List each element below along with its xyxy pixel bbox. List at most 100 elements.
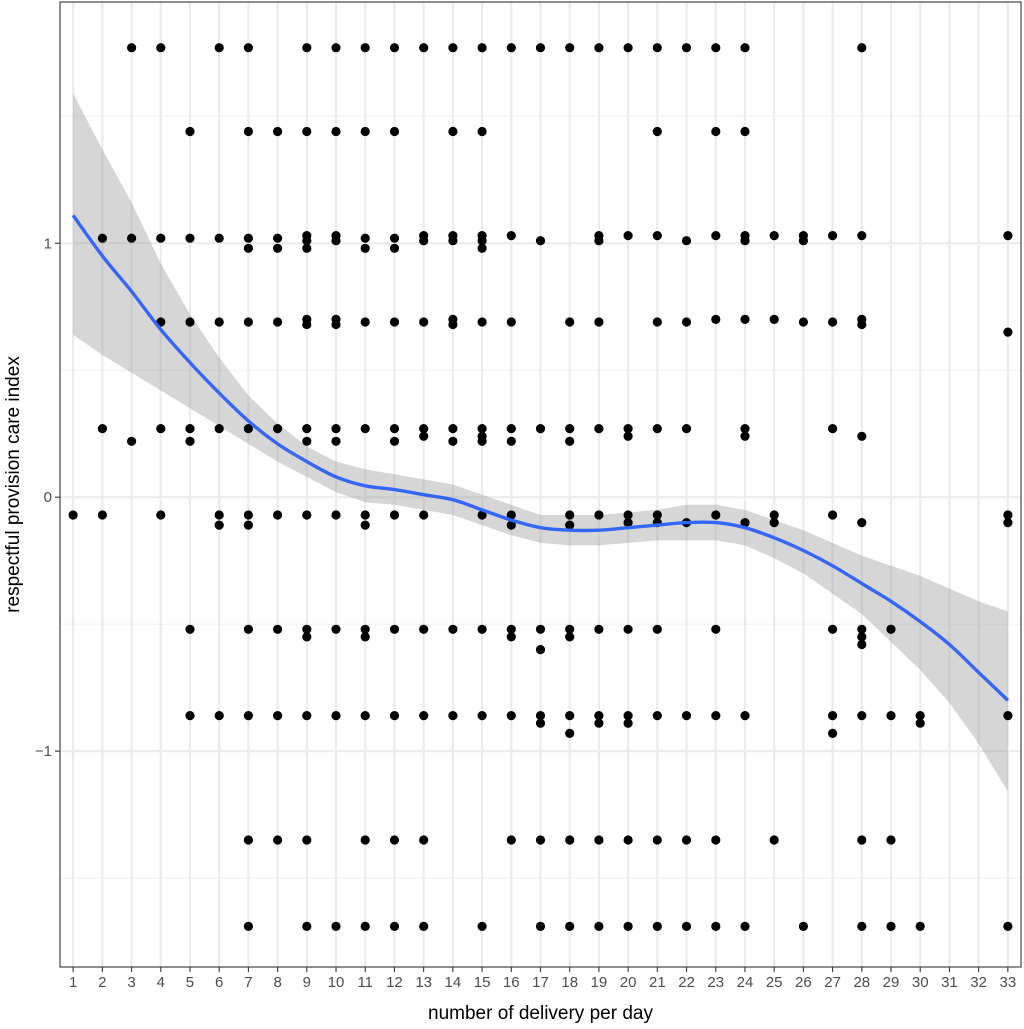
x-tick-label: 4: [157, 974, 165, 991]
data-point: [623, 424, 633, 434]
x-tick-label: 17: [532, 974, 549, 991]
data-point: [389, 233, 400, 243]
data-points: [68, 43, 1013, 932]
grid-lines: [60, 2, 1021, 967]
data-point: [798, 236, 809, 246]
data-point: [565, 317, 575, 327]
data-point: [681, 317, 692, 327]
data-point: [214, 233, 224, 243]
data-point: [506, 436, 516, 446]
data-point: [360, 317, 370, 327]
data-point: [360, 632, 370, 642]
data-point: [477, 624, 487, 634]
data-point: [506, 424, 516, 434]
data-point: [127, 43, 137, 53]
data-point: [594, 835, 604, 845]
data-point: [214, 317, 224, 327]
data-point: [623, 43, 633, 53]
data-point: [857, 319, 867, 330]
data-point: [828, 510, 838, 520]
data-point: [1003, 231, 1013, 241]
data-point: [302, 424, 312, 434]
data-point: [389, 624, 400, 634]
data-point: [565, 510, 575, 520]
data-point: [419, 317, 429, 327]
data-point: [652, 424, 662, 434]
y-axis-title: respectful provision care index: [3, 356, 24, 613]
data-point: [243, 835, 253, 845]
data-point: [594, 317, 604, 327]
data-point: [535, 236, 546, 246]
data-point: [389, 126, 400, 137]
data-point: [97, 424, 107, 434]
data-point: [156, 233, 166, 243]
data-point: [360, 835, 370, 845]
data-point: [681, 711, 692, 721]
data-point: [156, 43, 166, 53]
data-point: [156, 424, 166, 434]
data-point: [740, 921, 750, 932]
data-point: [857, 835, 867, 845]
data-point: [506, 510, 516, 520]
x-tick-label: 27: [824, 974, 841, 991]
data-point: [477, 317, 487, 327]
data-point: [185, 424, 195, 434]
data-point: [828, 711, 838, 721]
data-point: [506, 711, 516, 721]
data-point: [243, 233, 253, 243]
data-point: [389, 317, 400, 327]
data-point: [594, 711, 604, 721]
data-point: [506, 231, 516, 241]
data-point: [360, 233, 370, 243]
data-point: [419, 624, 429, 634]
data-point: [331, 319, 341, 330]
data-point: [594, 624, 604, 634]
data-point: [214, 510, 224, 520]
x-tick-label: 24: [737, 974, 754, 991]
x-tick-label: 25: [766, 974, 783, 991]
x-tick-label: 2: [98, 974, 106, 991]
data-point: [127, 233, 137, 243]
x-tick-label: 20: [620, 974, 637, 991]
x-tick-label: 14: [445, 974, 462, 991]
data-point: [857, 43, 867, 53]
data-point: [243, 317, 253, 327]
data-point: [243, 510, 253, 520]
data-point: [214, 43, 224, 53]
data-point: [769, 314, 779, 324]
data-point: [769, 510, 779, 520]
data-point: [857, 624, 867, 634]
x-tick-label: 5: [186, 974, 194, 991]
data-point: [331, 424, 341, 434]
data-point: [623, 510, 633, 520]
data-point: [185, 317, 195, 327]
data-point: [477, 236, 487, 246]
data-point: [535, 645, 546, 655]
data-point: [535, 624, 546, 634]
data-point: [506, 835, 516, 845]
x-tick-label: 21: [649, 974, 666, 991]
data-point: [477, 921, 487, 932]
data-point: [798, 317, 809, 327]
data-point: [506, 624, 516, 634]
data-point: [419, 510, 429, 520]
data-point: [565, 835, 575, 845]
data-point: [828, 424, 838, 434]
data-point: [623, 718, 633, 728]
smooth-line: [71, 214, 1010, 702]
data-point: [652, 126, 662, 137]
data-point: [419, 835, 429, 845]
data-point: [740, 711, 750, 721]
data-point: [506, 317, 516, 327]
data-point: [740, 236, 750, 246]
data-point: [448, 424, 458, 434]
data-point: [652, 835, 662, 845]
y-tick-label: 0: [44, 489, 52, 506]
data-point: [302, 624, 312, 634]
data-point: [273, 510, 283, 520]
data-point: [740, 43, 750, 53]
x-tick-label: 15: [474, 974, 491, 991]
data-point: [1003, 711, 1013, 721]
